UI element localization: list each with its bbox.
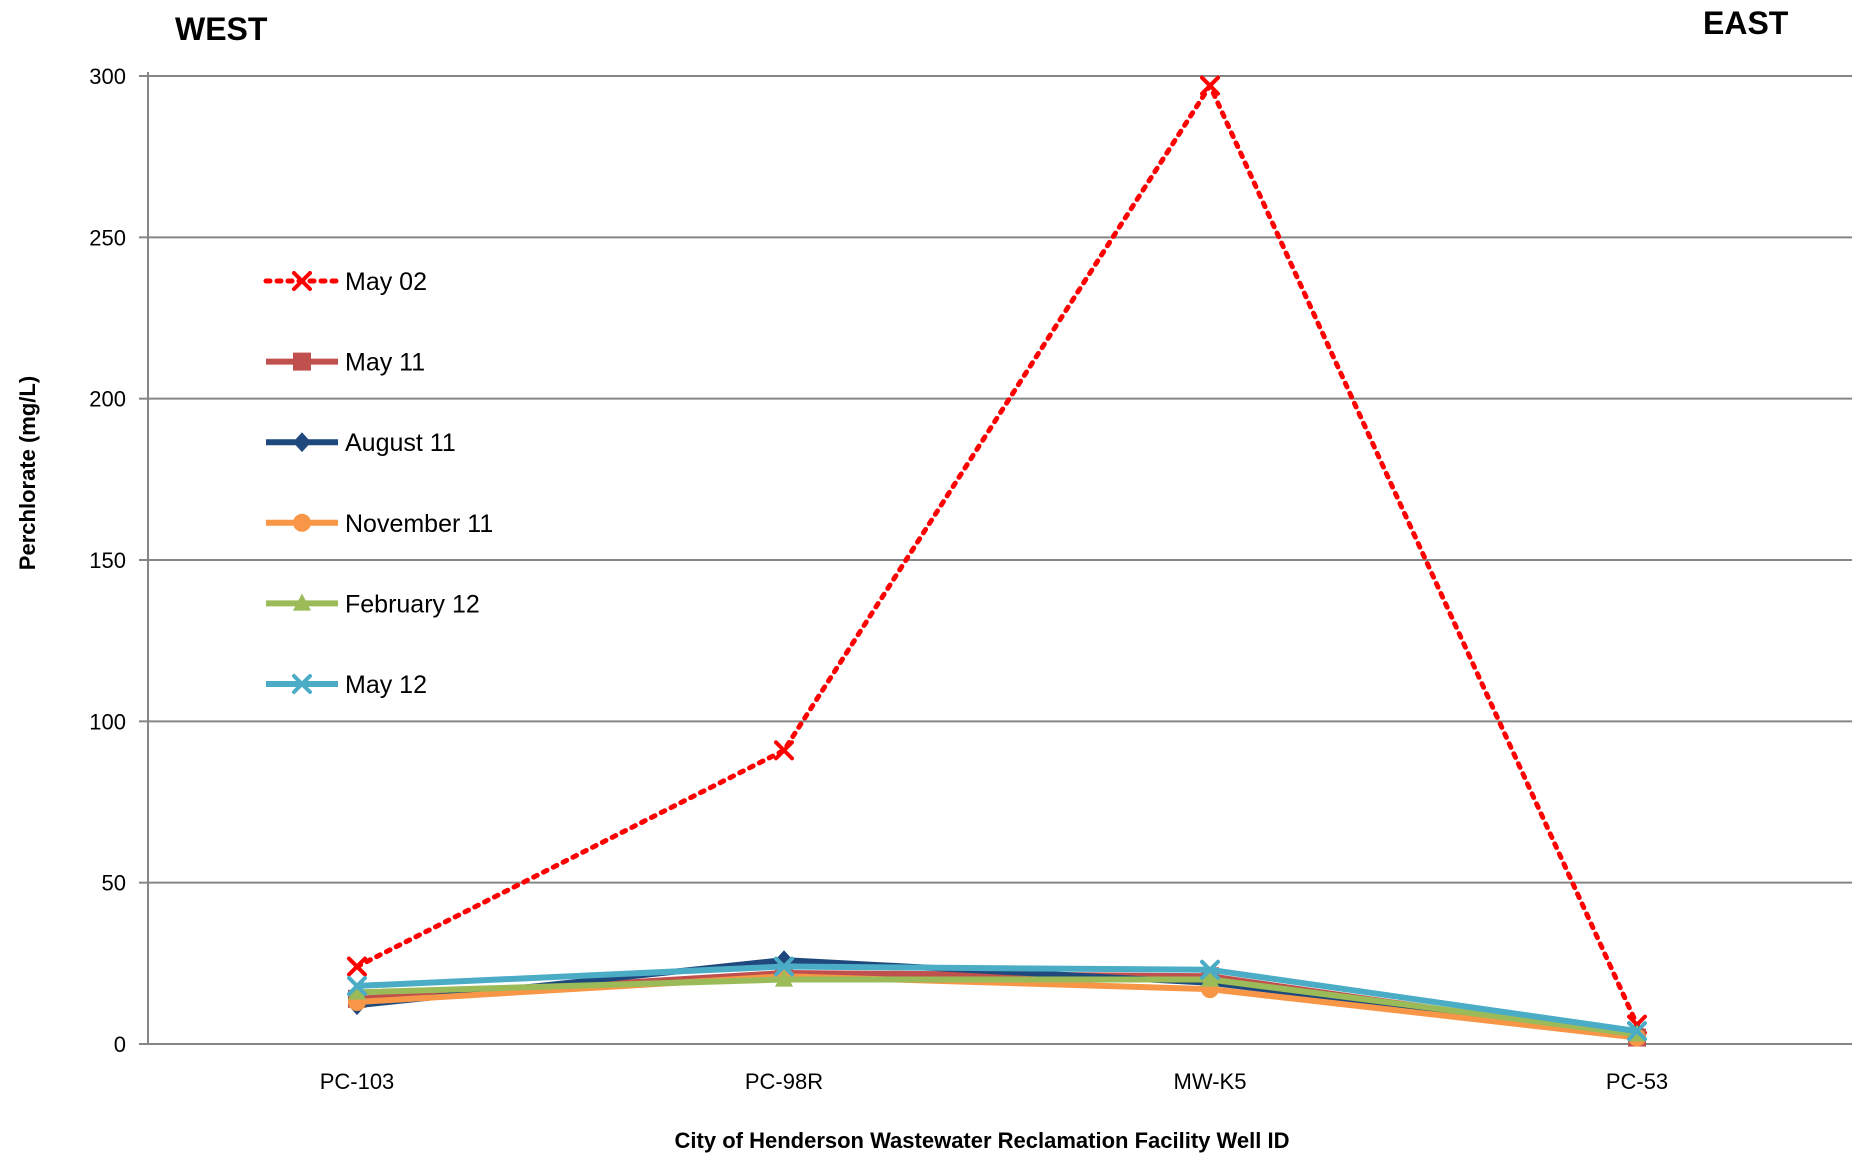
axes bbox=[139, 72, 1852, 1045]
west-label: WEST bbox=[175, 11, 268, 47]
y-tick-label: 250 bbox=[89, 225, 126, 250]
x-tick-label: MW-K5 bbox=[1174, 1069, 1247, 1094]
x-axis-title: City of Henderson Wastewater Reclamation… bbox=[675, 1128, 1290, 1153]
legend-marker bbox=[293, 513, 311, 532]
y-tick-label: 50 bbox=[102, 871, 126, 896]
legend-marker bbox=[293, 432, 311, 453]
series-may-02 bbox=[347, 75, 1647, 1035]
legend-entry: May 12 bbox=[266, 671, 427, 699]
y-axis-title: Perchlorate (mg/L) bbox=[15, 376, 40, 570]
series-line bbox=[354, 83, 1640, 1028]
legend-entry: November 11 bbox=[266, 510, 493, 538]
x-tick-label: PC-103 bbox=[320, 1069, 395, 1094]
legend-label: November 11 bbox=[345, 510, 493, 538]
legend-marker bbox=[292, 674, 312, 694]
x-tick-label: PC-53 bbox=[1606, 1069, 1668, 1094]
series-line bbox=[356, 973, 1638, 1041]
y-tick-labels: 0 50 100 150 200 250 300 bbox=[89, 64, 126, 1057]
gridlines bbox=[148, 75, 1852, 884]
x-tick-label: PC-98R bbox=[745, 1069, 823, 1094]
data-point bbox=[1201, 969, 1219, 987]
series-may-12 bbox=[347, 956, 1647, 1042]
east-label: EAST bbox=[1703, 5, 1789, 41]
data-point bbox=[774, 740, 794, 761]
data-point bbox=[774, 956, 794, 977]
data-point bbox=[348, 982, 366, 1000]
legend-entry: May 02 bbox=[263, 268, 427, 296]
data-point bbox=[1200, 959, 1220, 980]
legend-entry: May 11 bbox=[266, 349, 425, 377]
series-lines bbox=[347, 75, 1647, 1047]
legend: May 02 May 11 August 11 November 11 February… bbox=[263, 268, 493, 699]
y-tick-label: 100 bbox=[89, 709, 126, 734]
series-line bbox=[356, 976, 1638, 1038]
legend-label: May 12 bbox=[345, 671, 427, 699]
series-line bbox=[356, 957, 1638, 1038]
legend-marker bbox=[293, 593, 311, 611]
y-tick-label: 200 bbox=[89, 387, 126, 412]
legend-marker bbox=[293, 352, 311, 371]
data-point bbox=[347, 975, 367, 996]
y-tick-label: 300 bbox=[89, 64, 126, 89]
legend-label: May 02 bbox=[345, 268, 427, 296]
legend-label: May 11 bbox=[345, 349, 425, 377]
data-point bbox=[775, 969, 793, 987]
x-tick-labels: PC-103 PC-98R MW-K5 PC-53 bbox=[320, 1069, 1668, 1094]
legend-marker bbox=[292, 271, 312, 291]
legend-label: August 11 bbox=[345, 429, 456, 457]
legend-label: February 12 bbox=[345, 590, 480, 618]
y-tick-label: 0 bbox=[114, 1032, 126, 1057]
series-line bbox=[356, 963, 1638, 1035]
data-point bbox=[347, 956, 367, 977]
y-tick-label: 150 bbox=[89, 548, 126, 573]
legend-entry: February 12 bbox=[266, 590, 480, 618]
data-point bbox=[1200, 75, 1220, 96]
data-point bbox=[1627, 1021, 1647, 1042]
legend-entry: August 11 bbox=[266, 429, 456, 457]
series-august-11 bbox=[348, 950, 1646, 1045]
